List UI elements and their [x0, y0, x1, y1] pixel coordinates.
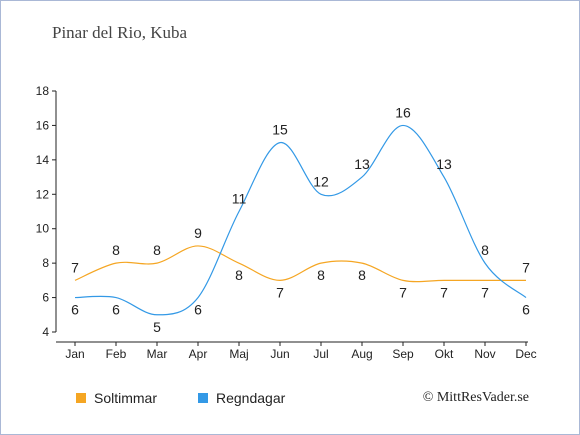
regndagar-data-label: 6 — [194, 302, 202, 318]
regndagar-data-label: 16 — [395, 104, 411, 120]
x-tick-label: Jun — [270, 347, 289, 361]
x-tick-label: Aug — [351, 347, 372, 361]
x-tick-label: Jul — [313, 347, 328, 361]
regndagar-data-label: 13 — [436, 156, 452, 172]
regndagar-data-label: 15 — [272, 122, 288, 138]
y-tick-label: 16 — [36, 118, 50, 132]
regndagar-data-label: 6 — [112, 302, 120, 318]
regndagar-data-label: 6 — [71, 302, 79, 318]
y-tick-label: 8 — [42, 256, 49, 270]
legend-swatch-regndagar — [198, 393, 208, 403]
y-tick-label: 6 — [42, 291, 49, 305]
y-tick-label: 4 — [42, 325, 49, 339]
y-tick-label: 10 — [36, 222, 50, 236]
y-tick-label: 12 — [36, 187, 50, 201]
x-tick-label: Sep — [392, 347, 414, 361]
legend-label-regndagar: Regndagar — [216, 390, 286, 406]
x-tick-label: Feb — [106, 347, 127, 361]
soltimmar-data-label: 7 — [440, 284, 448, 300]
legend-swatch-soltimmar — [76, 393, 86, 403]
x-tick-label: Jan — [65, 347, 84, 361]
legend-item-regndagar: Regndagar — [198, 390, 285, 406]
x-tick-label: Dec — [515, 347, 536, 361]
soltimmar-data-label: 7 — [71, 259, 79, 275]
y-tick-label: 14 — [36, 153, 50, 167]
regndagar-data-label: 13 — [354, 156, 370, 172]
credit-text: © MittResVader.se — [422, 390, 529, 405]
regndagar-data-label: 6 — [522, 302, 530, 318]
soltimmar-data-label: 7 — [399, 284, 407, 300]
soltimmar-data-label: 8 — [317, 267, 325, 283]
soltimmar-data-label: 9 — [194, 225, 202, 241]
x-tick-label: Maj — [229, 347, 248, 361]
legend-item-soltimmar: Soltimmar — [76, 390, 157, 406]
regndagar-data-label: 8 — [481, 242, 489, 258]
soltimmar-data-label: 7 — [522, 259, 530, 275]
soltimmar-data-label: 8 — [235, 267, 243, 283]
regndagar-line — [74, 124, 527, 316]
soltimmar-data-label: 8 — [358, 267, 366, 283]
soltimmar-data-label: 7 — [276, 284, 284, 300]
soltimmar-data-label: 7 — [481, 284, 489, 300]
regndagar-data-label: 11 — [232, 191, 247, 207]
chart-title: Pinar del Rio, Kuba — [52, 23, 188, 42]
soltimmar-data-label: 8 — [153, 242, 161, 258]
x-tick-label: Mar — [147, 347, 168, 361]
regndagar-data-label: 12 — [313, 173, 329, 189]
legend-label-soltimmar: Soltimmar — [94, 390, 158, 406]
y-tick-label: 18 — [36, 84, 50, 98]
x-tick-label: Okt — [435, 347, 454, 361]
soltimmar-data-label: 8 — [112, 242, 120, 258]
soltimmar-line — [74, 245, 526, 283]
regndagar-data-label: 5 — [153, 319, 161, 335]
x-tick-label: Apr — [189, 347, 208, 361]
x-tick-label: Nov — [474, 347, 495, 361]
